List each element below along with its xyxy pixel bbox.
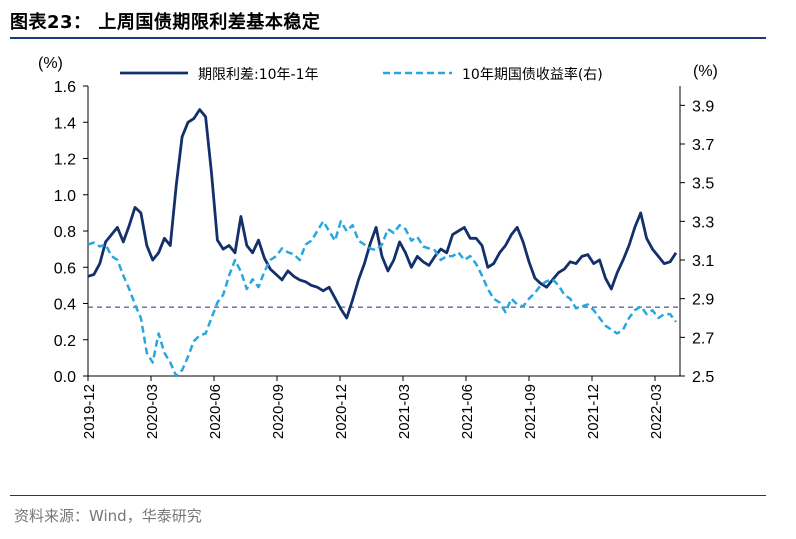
right-tick-label: 3.7 [692, 137, 714, 154]
x-tick-label: 2020-03 [144, 384, 161, 439]
left-tick-label: 1.0 [54, 188, 76, 205]
right-tick-label: 2.9 [692, 292, 714, 309]
title-divider [10, 37, 766, 39]
x-tick-label: 2019-12 [81, 384, 98, 439]
source-note: 资料来源：Wind，华泰研究 [14, 507, 202, 525]
right-tick-label: 3.5 [692, 176, 714, 193]
right-tick-label: 3.9 [692, 98, 714, 115]
left-tick-label: 1.2 [54, 152, 76, 169]
left-unit-label: (%) [38, 55, 63, 72]
legend-label-term-spread: 期限利差:10年-1年 [198, 67, 319, 83]
left-tick-label: 0.2 [54, 333, 76, 350]
series-line-10y-yield [87, 220, 677, 378]
left-tick-label: 1.6 [54, 79, 76, 96]
left-tick-label: 0.8 [54, 224, 76, 241]
source-divider [10, 495, 766, 496]
legend-label-10y-yield: 10年期国债收益率(右) [462, 66, 603, 83]
left-axis-ticks: 0.0 0.2 0.4 0.6 0.8 1.0 1.2 1.4 1.6 [54, 79, 88, 386]
left-tick-label: 0.6 [54, 260, 76, 277]
x-tick-label: 2021-06 [459, 384, 476, 439]
x-tick-label: 2021-12 [585, 384, 602, 439]
x-tick-label: 2022-03 [648, 384, 665, 439]
x-axis-ticks: 2019-12 2020-03 2020-06 2020-09 2020-12 2021-… [81, 376, 665, 439]
chart: (%) (%) 0.00.20.40.60.81.01.21.41.6 2.52… [38, 55, 718, 439]
right-tick-label: 2.7 [692, 330, 714, 347]
right-tick-label: 3.3 [692, 214, 714, 231]
right-tick-label: 3.1 [692, 253, 714, 270]
legend: 期限利差:10年-1年 10年期国债收益率(右) [120, 66, 603, 83]
x-tick-label: 2020-09 [270, 384, 287, 439]
x-tick-label: 2021-03 [396, 384, 413, 439]
right-axis-ticks: 2.5 2.7 2.9 3.1 3.3 3.5 3.7 3.9 [680, 98, 714, 386]
x-tick-label: 2021-09 [522, 384, 539, 439]
left-tick-label: 0.0 [54, 369, 76, 386]
left-tick-label: 1.4 [54, 115, 76, 132]
right-tick-label: 2.5 [692, 369, 714, 386]
series-line-term-spread [87, 108, 678, 320]
chart-title: 图表23： 上周国债期限利差基本稳定 [10, 12, 321, 33]
x-tick-label: 2020-12 [333, 384, 350, 439]
right-unit-label: (%) [693, 63, 718, 80]
x-tick-label: 2020-06 [207, 384, 224, 439]
left-tick-label: 0.4 [54, 297, 76, 314]
